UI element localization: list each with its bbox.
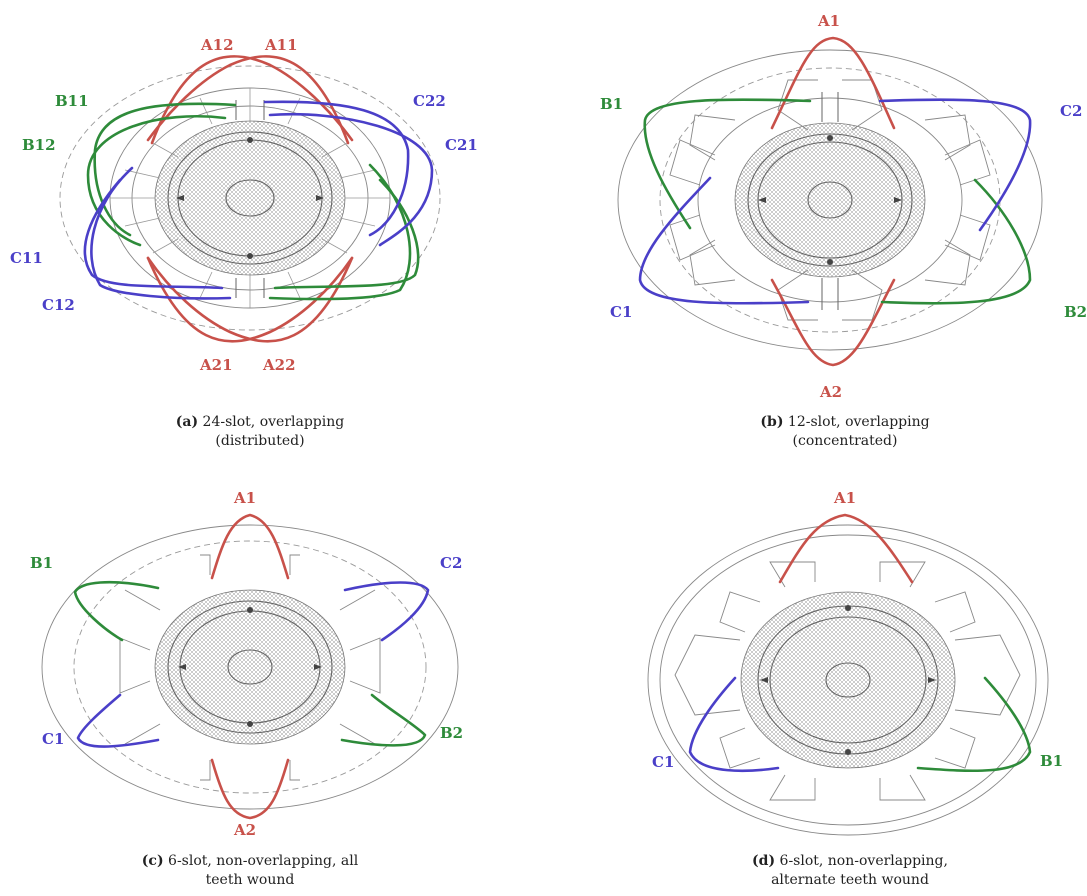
winding-a22 (146, 256, 354, 343)
panel-b-labels: A1 B1 C2 C1 B2 A2 (600, 12, 1087, 401)
label-c-b2: B2 (440, 724, 463, 742)
winding-b11 (93, 102, 237, 237)
winding-b2 (880, 178, 1032, 305)
caption-c-letter: (c) (141, 853, 164, 869)
label-c-c2: C2 (440, 554, 462, 572)
label-c-b1: B1 (30, 554, 53, 572)
panel-b-windings (638, 36, 1032, 367)
caption-d: (d) 6-slot, non-overlapping, alternate t… (680, 852, 1020, 890)
label-b-b2: B2 (1064, 303, 1087, 321)
winding-c-a2 (210, 758, 290, 820)
label-b12: B12 (22, 136, 56, 154)
label-b-a1: A1 (817, 12, 840, 30)
label-c22: C22 (413, 92, 446, 110)
label-a21: A21 (199, 356, 233, 374)
label-d-a1: A1 (833, 489, 856, 507)
winding-c21 (268, 113, 434, 247)
winding-c-c1 (76, 693, 160, 748)
panel-d-motor (647, 524, 1049, 836)
label-a12: A12 (200, 36, 234, 54)
panel-c-labels: A1 B1 C2 C1 B2 A2 (30, 489, 463, 839)
winding-d-a1 (778, 513, 914, 584)
winding-b1 (643, 98, 812, 230)
label-b-a2: A2 (819, 383, 842, 401)
label-c-a2: A2 (233, 821, 256, 839)
label-b11: B11 (55, 92, 89, 110)
panel-a-windings (83, 55, 434, 343)
winding-a12 (150, 55, 354, 145)
panel-a-motor (59, 65, 441, 331)
winding-a1 (770, 36, 896, 130)
winding-a21 (146, 256, 354, 343)
caption-a-line2: (distributed) (215, 433, 305, 449)
winding-c1 (638, 176, 810, 305)
label-c21: C21 (445, 136, 478, 154)
winding-c-c2 (343, 581, 430, 642)
winding-c2 (878, 98, 1032, 232)
winding-c-a1 (210, 513, 290, 580)
caption-c-line2: teeth wound (205, 872, 295, 888)
caption-d-text: 6-slot, non-overlapping, (779, 853, 948, 869)
label-a22: A22 (262, 356, 296, 374)
panel-c-motor (41, 524, 459, 810)
caption-a-text: 24-slot, overlapping (202, 414, 345, 430)
caption-d-line2: alternate teeth wound (771, 872, 929, 888)
winding-b12 (86, 114, 227, 247)
caption-c: (c) 6-slot, non-overlapping, all teeth w… (80, 852, 420, 890)
caption-b-letter: (b) (760, 414, 784, 430)
winding-c-b1 (73, 580, 160, 642)
label-d-c1: C1 (652, 753, 674, 771)
panel-a-slots (110, 88, 390, 308)
label-b-b1: B1 (600, 95, 623, 113)
label-c-c1: C1 (42, 730, 64, 748)
caption-a: (a) 24-slot, overlapping (distributed) (120, 413, 400, 451)
winding-b22 (273, 178, 420, 290)
panel-b-motor (617, 49, 1043, 351)
panel-d-labels: A1 C1 B1 (652, 489, 1063, 771)
label-b-c1: C1 (610, 303, 632, 321)
panel-a-labels: A12 A11 B11 B12 C22 C21 C11 C12 A21 A22 (10, 36, 478, 374)
label-c-a1: A1 (233, 489, 256, 507)
caption-a-letter: (a) (175, 414, 199, 430)
label-c11: C11 (10, 249, 43, 267)
label-a11: A11 (264, 36, 298, 54)
label-b-c2: C2 (1060, 102, 1082, 120)
caption-b-line2: (concentrated) (792, 433, 898, 449)
label-c12: C12 (42, 296, 75, 314)
panel-c-windings (73, 513, 430, 820)
winding-d-b1 (916, 676, 1032, 773)
caption-c-text: 6-slot, non-overlapping, all (168, 853, 359, 869)
winding-a2 (770, 278, 896, 367)
panel-d-windings (688, 513, 1032, 773)
winding-a11 (146, 55, 350, 145)
winding-c22 (263, 100, 410, 237)
winding-c-b2 (340, 693, 427, 747)
caption-b-text: 12-slot, overlapping (787, 414, 930, 430)
caption-b: (b) 12-slot, overlapping (concentrated) (705, 413, 985, 451)
winding-d-c1 (688, 676, 780, 773)
label-d-b1: B1 (1040, 752, 1063, 770)
winding-c12 (83, 178, 224, 290)
winding-c11 (90, 166, 232, 300)
caption-d-letter: (d) (752, 853, 776, 869)
